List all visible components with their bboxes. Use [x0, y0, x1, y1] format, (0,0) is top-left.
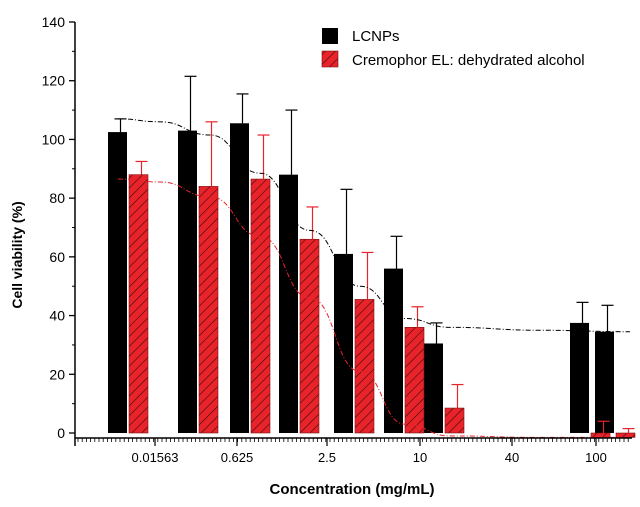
legend-label-cremophor: Cremophor EL: dehydrated alcohol	[352, 52, 585, 69]
bar-cremophor	[354, 299, 375, 434]
bar-cremophor	[404, 327, 425, 434]
y-tick-label: 60	[49, 249, 65, 265]
x-axis-label: Concentration (mg/mL)	[270, 481, 435, 498]
bar-cremophor	[299, 238, 320, 434]
bar-cremophor	[128, 174, 149, 434]
x-tick-label: 0.01563	[132, 450, 179, 465]
bar-lcnps	[230, 123, 249, 434]
bar-cremophor	[444, 407, 465, 434]
y-tick-label: 0	[57, 425, 65, 441]
y-tick-label: 20	[49, 366, 65, 382]
bar-cremophor	[615, 432, 636, 438]
x-tick-label: 40	[505, 450, 519, 465]
y-tick-label: 40	[49, 308, 65, 324]
y-tick-label: 100	[42, 131, 66, 147]
bar-lcnps	[178, 130, 197, 433]
x-tick-label: 100	[585, 450, 607, 465]
bar-cremophor	[198, 186, 219, 434]
bar-lcnps	[424, 343, 443, 433]
x-tick-label: 0.625	[221, 450, 254, 465]
bar-lcnps	[334, 253, 353, 433]
x-tick-label: 10	[413, 450, 427, 465]
bar-lcnps	[108, 132, 127, 433]
bar-lcnps	[570, 322, 589, 433]
legend-swatch-lcnps	[322, 28, 338, 44]
y-axis-label: Cell viability (%)	[9, 201, 25, 308]
bar-cremophor	[590, 432, 611, 438]
x-tick-label: 2.5	[318, 450, 336, 465]
y-tick-label: 80	[49, 190, 65, 206]
bar-lcnps	[384, 268, 403, 433]
bar-cremophor	[250, 178, 271, 434]
y-tick-label: 120	[42, 73, 66, 89]
legend-label-lcnps: LCNPs	[352, 28, 400, 45]
fit-curve-cremophor	[117, 178, 630, 438]
legend-swatch-cremophor	[321, 50, 339, 68]
y-tick-label: 140	[42, 14, 66, 30]
bar-lcnps	[595, 331, 614, 433]
legend: LCNPs Cremophor EL: dehydrated alcohol	[321, 28, 585, 69]
bar-lcnps	[279, 174, 298, 433]
fit-curve-lcnps	[117, 118, 631, 333]
